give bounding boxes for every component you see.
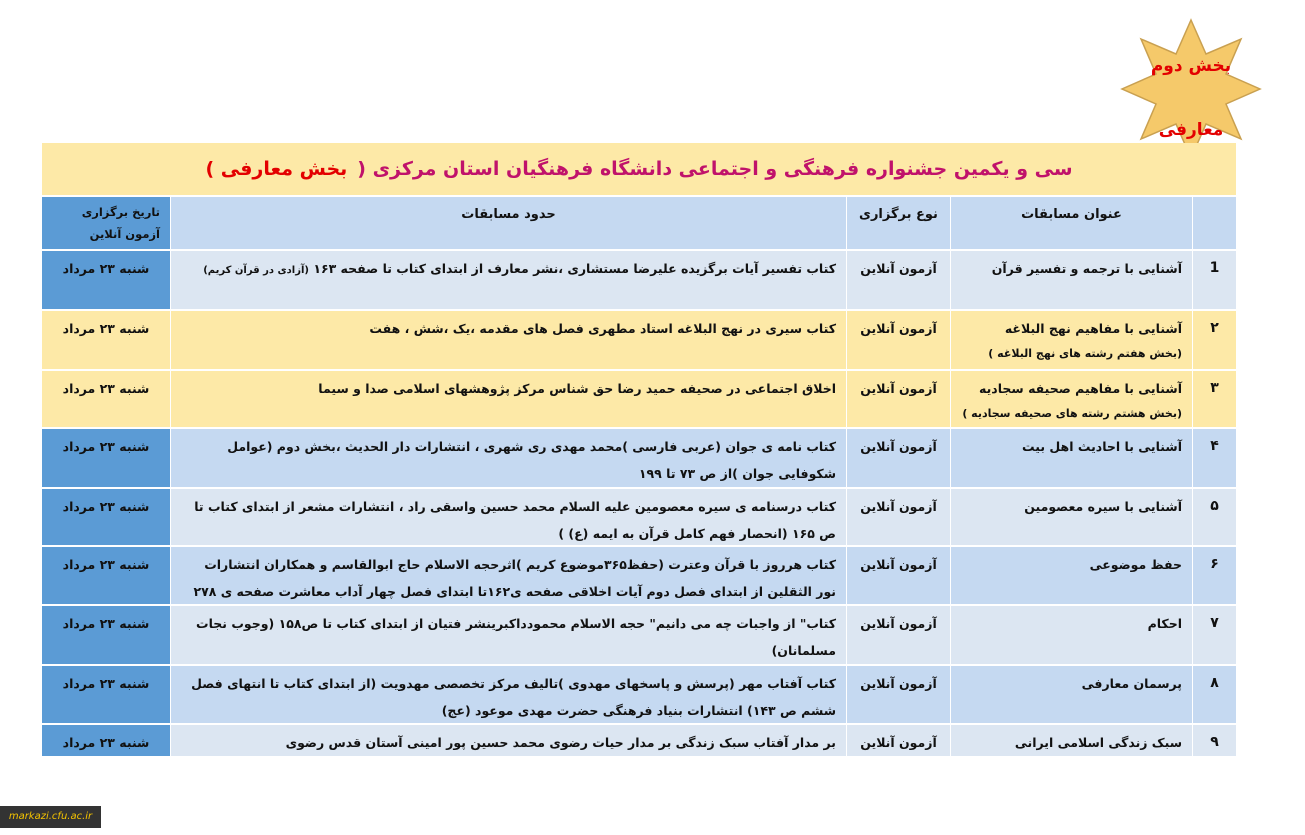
- table-row: 1 آشنایی با ترجمه و تفسیر قرآن آزمون آنل…: [42, 249, 1236, 309]
- competition-date: شنبه ۲۳ مرداد: [42, 371, 170, 427]
- row-number: 1: [1192, 251, 1236, 309]
- badge-line1: بخش دوم: [1150, 56, 1232, 76]
- competition-type: آزمون آنلاین: [846, 429, 950, 487]
- title-main: سی و یکمین جشنواره فرهنگی و اجتماعی دانش…: [357, 158, 1073, 180]
- scope-text: کتاب هرروز با قرآن وعترت (حفظ۳۶۵موضوع کر…: [193, 557, 836, 599]
- competition-scope: کتاب تفسیر آیات برگزیده علیرضا مستشاری ،…: [170, 251, 846, 309]
- competition-date: شنبه ۲۳ مرداد: [42, 547, 170, 604]
- competition-name: آشنایی با مفاهیم صحیفه سجادیه: [979, 381, 1182, 396]
- row-number: ۵: [1192, 489, 1236, 545]
- competition-type: آزمون آنلاین: [846, 666, 950, 723]
- table-header: عنوان مسابقات نوع برگزاری حدود مسابقات ت…: [42, 195, 1236, 249]
- scope-text: بر مدار آفتاب سبک زندگی بر مدار حیات رضو…: [285, 735, 836, 750]
- competition-date: شنبه ۲۳ مرداد: [42, 725, 170, 756]
- row-number: ۳: [1192, 371, 1236, 427]
- header-num: [1192, 197, 1236, 249]
- competition-date: شنبه ۲۳ مرداد: [42, 311, 170, 369]
- competition-subtitle: (بخش هفتم رشته های نهج البلاغه ): [988, 347, 1182, 360]
- competition-subtitle: (بخش هشتم رشته های صحیفه سجادیه ): [962, 407, 1182, 420]
- table-row: ۷ احکام آزمون آنلاین کتاب" از واجبات چه …: [42, 604, 1236, 664]
- competition-name: آشنایی با احادیث اهل بیت: [1022, 439, 1182, 454]
- competition-title: آشنایی با احادیث اهل بیت: [950, 429, 1192, 487]
- scope-text: کتاب درسنامه ی سیره معصومین علیه السلام …: [194, 499, 836, 541]
- competition-date: شنبه ۲۳ مرداد: [42, 429, 170, 487]
- table-row: ۶ حفظ موضوعی آزمون آنلاین کتاب هرروز با …: [42, 545, 1236, 604]
- watermark: markazi.cfu.ac.ir: [0, 806, 101, 828]
- competition-name: حفظ موضوعی: [1089, 557, 1182, 572]
- competition-date: شنبه ۲۳ مرداد: [42, 606, 170, 664]
- competition-date: شنبه ۲۳ مرداد: [42, 251, 170, 309]
- table-title: سی و یکمین جشنواره فرهنگی و اجتماعی دانش…: [42, 143, 1236, 195]
- table-row: ۳ آشنایی با مفاهیم صحیفه سجادیه (بخش هشتم…: [42, 369, 1236, 427]
- scope-text: کتاب آفتاب مهر (پرسش و پاسخهای مهدوی )تا…: [191, 676, 836, 718]
- competition-name: آشنایی با مفاهیم نهج البلاغه: [1004, 321, 1182, 336]
- row-number: ۸: [1192, 666, 1236, 723]
- competition-date: شنبه ۲۳ مرداد: [42, 489, 170, 545]
- scope-text: کتاب سیری در نهج البلاغه استاد مطهری فصل…: [369, 321, 836, 336]
- table-row: ۵ آشنایی با سیره معصومین آزمون آنلاین کت…: [42, 487, 1236, 545]
- competition-scope: کتاب آفتاب مهر (پرسش و پاسخهای مهدوی )تا…: [170, 666, 846, 723]
- competition-title: آشنایی با مفاهیم نهج البلاغه (بخش هفتم رش…: [950, 311, 1192, 369]
- row-number: ۷: [1192, 606, 1236, 664]
- competition-name: پرسمان معارفی: [1081, 676, 1182, 691]
- row-number: ۶: [1192, 547, 1236, 604]
- competition-title: آشنایی با سیره معصومین: [950, 489, 1192, 545]
- scope-text: کتاب نامه ی جوان (عربی فارسی )محمد مهدی …: [227, 439, 836, 481]
- header-date: تاریخ برگزاری آزمون آنلاین: [42, 197, 170, 249]
- header-scope: حدود مسابقات: [170, 197, 846, 249]
- competition-type: آزمون آنلاین: [846, 251, 950, 309]
- scope-note: (آزادی در قرآن کریم): [203, 265, 309, 276]
- row-number: ۹: [1192, 725, 1236, 756]
- competition-name: آشنایی با ترجمه و تفسیر قرآن: [991, 261, 1182, 276]
- competition-title: آشنایی با ترجمه و تفسیر قرآن: [950, 251, 1192, 309]
- row-number: ۴: [1192, 429, 1236, 487]
- competition-scope: بر مدار آفتاب سبک زندگی بر مدار حیات رضو…: [170, 725, 846, 756]
- title-red: بخش معارفی ): [205, 158, 348, 180]
- competitions-table: سی و یکمین جشنواره فرهنگی و اجتماعی دانش…: [42, 143, 1236, 756]
- competition-scope: کتاب درسنامه ی سیره معصومین علیه السلام …: [170, 489, 846, 545]
- competition-scope: کتاب هرروز با قرآن وعترت (حفظ۳۶۵موضوع کر…: [170, 547, 846, 604]
- scope-text: اخلاق اجتماعی در صحیفه حمید رضا حق شناس …: [318, 381, 836, 396]
- competition-title: آشنایی با مفاهیم صحیفه سجادیه (بخش هشتم ر…: [950, 371, 1192, 427]
- competition-scope: کتاب نامه ی جوان (عربی فارسی )محمد مهدی …: [170, 429, 846, 487]
- competition-title: سبک زندگی اسلامی ایرانی: [950, 725, 1192, 756]
- competition-name: سبک زندگی اسلامی ایرانی: [1014, 735, 1182, 750]
- competition-name: آشنایی با سیره معصومین: [1024, 499, 1182, 514]
- table-row: ۸ پرسمان معارفی آزمون آنلاین کتاب آفتاب …: [42, 664, 1236, 723]
- scope-text: کتاب" از واجبات چه می دانیم" حجه الاسلام…: [196, 616, 836, 658]
- badge-line2: معارفی: [1158, 120, 1224, 140]
- competition-type: آزمون آنلاین: [846, 311, 950, 369]
- competition-scope: اخلاق اجتماعی در صحیفه حمید رضا حق شناس …: [170, 371, 846, 427]
- competition-name: احکام: [1147, 616, 1182, 631]
- header-type: نوع برگزاری: [846, 197, 950, 249]
- competition-type: آزمون آنلاین: [846, 725, 950, 756]
- row-number: ۲: [1192, 311, 1236, 369]
- competition-scope: کتاب" از واجبات چه می دانیم" حجه الاسلام…: [170, 606, 846, 664]
- table-row: ۲ آشنایی با مفاهیم نهج البلاغه (بخش هفتم …: [42, 309, 1236, 369]
- competition-title: احکام: [950, 606, 1192, 664]
- scope-text: کتاب تفسیر آیات برگزیده علیرضا مستشاری ،…: [313, 261, 836, 276]
- competition-title: حفظ موضوعی: [950, 547, 1192, 604]
- table-row: ۹ سبک زندگی اسلامی ایرانی آزمون آنلاین ب…: [42, 723, 1236, 756]
- competition-title: پرسمان معارفی: [950, 666, 1192, 723]
- competition-scope: کتاب سیری در نهج البلاغه استاد مطهری فصل…: [170, 311, 846, 369]
- header-name: عنوان مسابقات: [950, 197, 1192, 249]
- competition-date: شنبه ۲۳ مرداد: [42, 666, 170, 723]
- table-row: ۴ آشنایی با احادیث اهل بیت آزمون آنلاین …: [42, 427, 1236, 487]
- competition-type: آزمون آنلاین: [846, 371, 950, 427]
- competition-type: آزمون آنلاین: [846, 489, 950, 545]
- competition-type: آزمون آنلاین: [846, 547, 950, 604]
- competition-type: آزمون آنلاین: [846, 606, 950, 664]
